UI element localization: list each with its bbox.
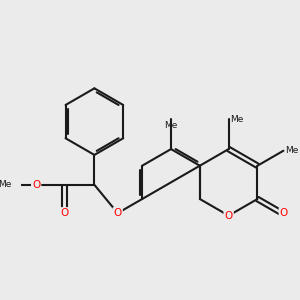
Text: O: O <box>114 208 122 218</box>
Text: Me: Me <box>285 146 298 155</box>
Text: Me: Me <box>164 121 178 130</box>
Text: O: O <box>280 208 288 218</box>
Text: Me: Me <box>0 180 11 189</box>
Text: O: O <box>224 211 233 220</box>
Text: O: O <box>60 208 69 218</box>
Text: Me: Me <box>230 115 244 124</box>
Text: O: O <box>32 180 40 190</box>
